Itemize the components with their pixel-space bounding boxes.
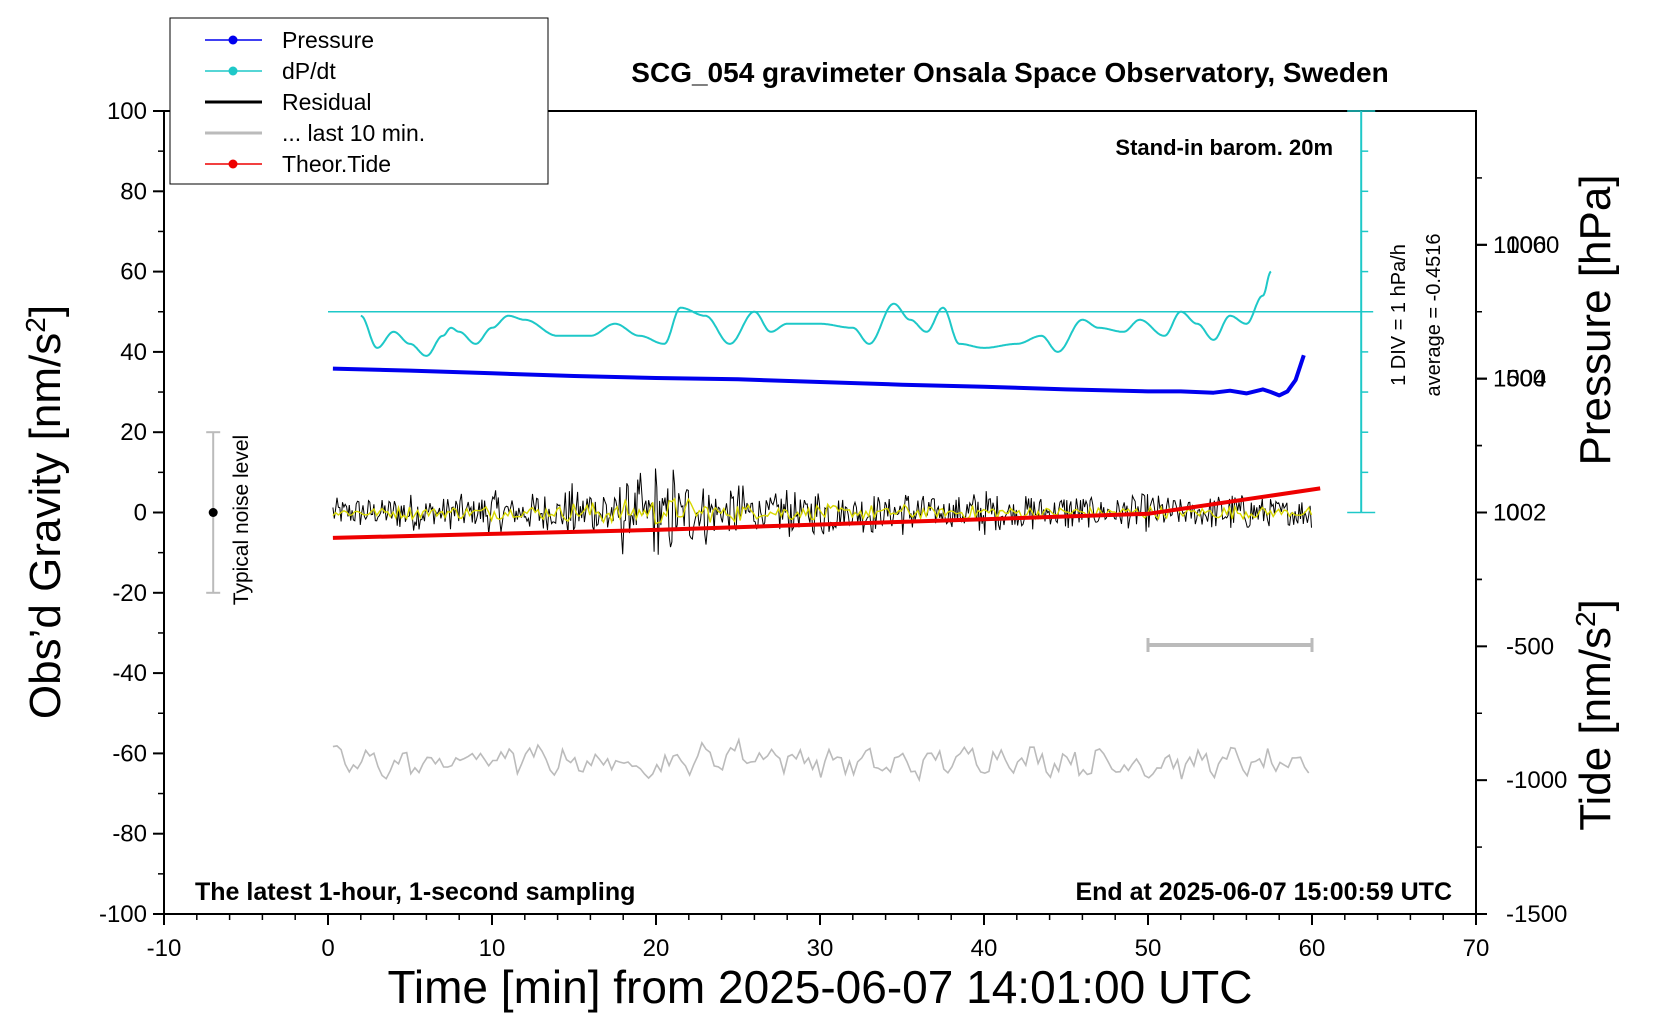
gravity-tick-label: 40 xyxy=(120,339,147,366)
tide-y-axis: -1500 -1000 -500 0 500 1000 xyxy=(1476,232,1567,928)
tide-tick-label: -1500 xyxy=(1506,901,1567,928)
div-scale-label: 1 DIV = 1 hPa/h xyxy=(1388,244,1410,386)
x-tick-label: 20 xyxy=(643,935,670,962)
pressure-y-axis: 1002 1004 1006 xyxy=(1476,177,1546,581)
tide-tick-label: 500 xyxy=(1506,366,1546,393)
gravity-tick-label: -40 xyxy=(112,660,147,687)
legend-swatch-marker xyxy=(228,159,238,169)
gravity-tick-label: -20 xyxy=(112,580,147,607)
legend-swatch-marker xyxy=(228,66,238,76)
x-tick-label: 0 xyxy=(321,935,334,962)
legend-label: Residual xyxy=(282,89,372,115)
gravity-tick-label: 60 xyxy=(120,259,147,286)
gravity-tick-label: -80 xyxy=(112,821,147,848)
legend-label: Pressure xyxy=(282,27,374,53)
gravity-tick-label: -60 xyxy=(112,740,147,767)
series-layer xyxy=(328,270,1374,783)
gravity-tick-label: 80 xyxy=(120,178,147,205)
legend-label: Theor.Tide xyxy=(282,151,391,177)
legend-items: Pressure dP/dt Residual ... last 10 min. The… xyxy=(205,27,425,177)
noise-label: Typical noise level xyxy=(230,435,253,605)
end-time-note: End at 2025-06-07 15:00:59 UTC xyxy=(1075,878,1452,906)
sampling-note: The latest 1-hour, 1-second sampling xyxy=(195,878,635,906)
gravity-tick-label: 0 xyxy=(134,500,147,527)
x-axis: -10 0 10 20 30 40 50 60 70 xyxy=(147,914,1490,962)
pressure-tick-label: 1006 xyxy=(1493,232,1546,259)
x-tick-label: -10 xyxy=(147,935,182,962)
pressure-tick-label: 1004 xyxy=(1493,366,1546,393)
dpdt-scale-bar xyxy=(1347,110,1376,514)
x-tick-label: 40 xyxy=(971,935,998,962)
gravity-tick-label: 20 xyxy=(120,419,147,446)
dpdt-series-line xyxy=(360,270,1272,357)
last-10-min-series-line xyxy=(332,736,1310,783)
x-tick-label: 50 xyxy=(1135,935,1162,962)
tide-tick-label: 1000 xyxy=(1506,232,1559,259)
x-tick-label: 10 xyxy=(479,935,506,962)
pressure-series-line xyxy=(332,354,1306,398)
chart-title: SCG_054 gravimeter Onsala Space Observat… xyxy=(631,57,1388,88)
gravity-tick-label: -100 xyxy=(99,901,147,928)
tide-tick-label: -500 xyxy=(1506,633,1554,660)
stand-in-barometer-note: Stand-in barom. 20m xyxy=(1115,135,1333,160)
noise-level-bar xyxy=(206,431,221,594)
pressure-axis-title: Pressure [hPa] xyxy=(1571,174,1620,465)
pressure-tick-label: 1002 xyxy=(1493,500,1546,527)
legend: Pressure dP/dt Residual ... last 10 min. The… xyxy=(169,17,549,185)
x-axis-title: Time [min] from 2025-06-07 14:01:00 UTC xyxy=(388,961,1253,1013)
x-tick-label: 70 xyxy=(1463,935,1490,962)
x-tick-label: 60 xyxy=(1299,935,1326,962)
tide-tick-label: 0 xyxy=(1506,500,1519,527)
tide-series-line xyxy=(332,486,1321,540)
tide-tick-label: -1000 xyxy=(1506,767,1567,794)
gravity-y-axis: -100 -80 -60 -40 -20 0 20 40 60 80 100 xyxy=(99,98,164,928)
average-label: average = -0.4516 xyxy=(1423,234,1445,397)
gravity-tick-label: 100 xyxy=(107,98,147,125)
legend-label: dP/dt xyxy=(282,58,336,84)
noise-bar-center-dot xyxy=(208,508,218,517)
tide-axis-title: Tide [nm/s2] xyxy=(1570,599,1620,831)
last-10-min-range-bar xyxy=(1146,637,1314,652)
x-tick-label: 30 xyxy=(807,935,834,962)
legend-label: ... last 10 min. xyxy=(282,120,425,146)
legend-swatch-marker xyxy=(228,35,238,45)
residual-series-line xyxy=(332,468,1312,555)
gravity-axis-title: Obs’d Gravity [nm/s2] xyxy=(20,305,70,719)
